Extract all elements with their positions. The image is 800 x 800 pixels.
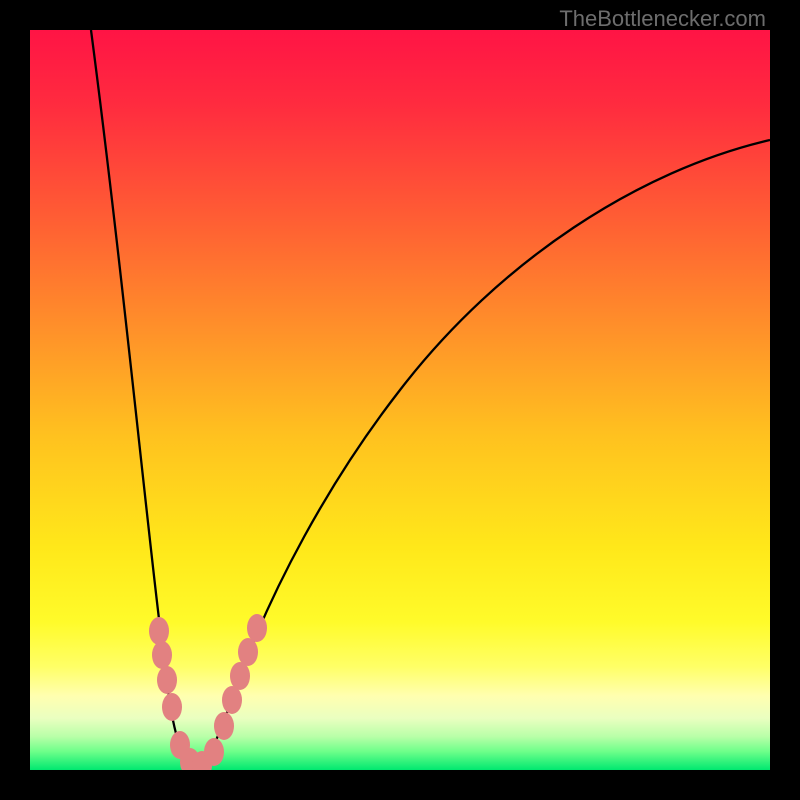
chart-svg <box>0 0 800 800</box>
data-marker <box>204 738 224 766</box>
data-marker <box>162 693 182 721</box>
chart-container: { "watermark": { "text": "TheBottlenecke… <box>0 0 800 800</box>
data-marker <box>230 662 250 690</box>
data-markers <box>149 614 267 779</box>
plot-group <box>91 30 770 779</box>
curve-right <box>200 140 770 770</box>
data-marker <box>214 712 234 740</box>
data-marker <box>152 641 172 669</box>
watermark-text: TheBottlenecker.com <box>559 6 766 32</box>
data-marker <box>157 666 177 694</box>
data-marker <box>149 617 169 645</box>
data-marker <box>222 686 242 714</box>
data-marker <box>238 638 258 666</box>
data-marker <box>247 614 267 642</box>
curve-left <box>91 30 195 770</box>
